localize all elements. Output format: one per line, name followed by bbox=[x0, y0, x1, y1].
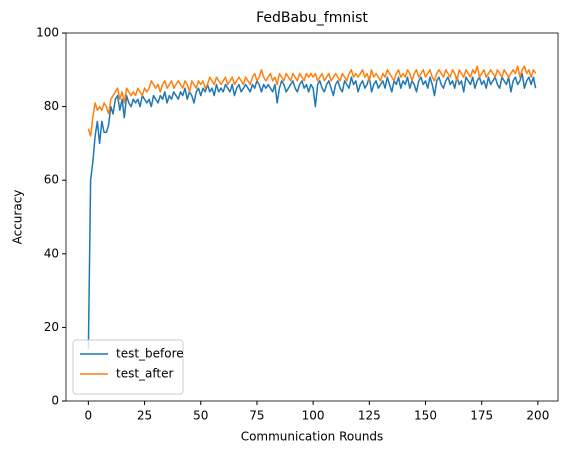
legend-label: test_before bbox=[116, 347, 184, 361]
plot-frame bbox=[65, 32, 559, 402]
x-tick-label: 0 bbox=[85, 409, 93, 423]
x-tick-label: 200 bbox=[526, 409, 549, 423]
y-axis-label: Accuracy bbox=[11, 190, 25, 245]
line-series bbox=[87, 65, 537, 137]
x-tick-label: 25 bbox=[137, 409, 152, 423]
x-tick-label: 175 bbox=[470, 409, 493, 423]
x-tick-label: 75 bbox=[249, 409, 264, 423]
x-tick-label: 150 bbox=[414, 409, 437, 423]
chart-title: FedBabu_fmnist bbox=[256, 10, 368, 26]
line-series bbox=[87, 72, 537, 350]
y-tick-label: 60 bbox=[44, 173, 59, 187]
y-tick-label: 0 bbox=[51, 394, 59, 408]
x-tick-label: 125 bbox=[358, 409, 381, 423]
y-tick-label: 40 bbox=[44, 246, 59, 260]
y-tick-label: 80 bbox=[44, 99, 59, 113]
x-tick-label: 50 bbox=[193, 409, 208, 423]
x-tick-label: 100 bbox=[302, 409, 325, 423]
y-tick-label: 100 bbox=[36, 26, 59, 40]
x-axis-label: Communication Rounds bbox=[241, 430, 384, 444]
y-tick-label: 20 bbox=[44, 320, 59, 334]
legend-label: test_after bbox=[116, 367, 174, 381]
